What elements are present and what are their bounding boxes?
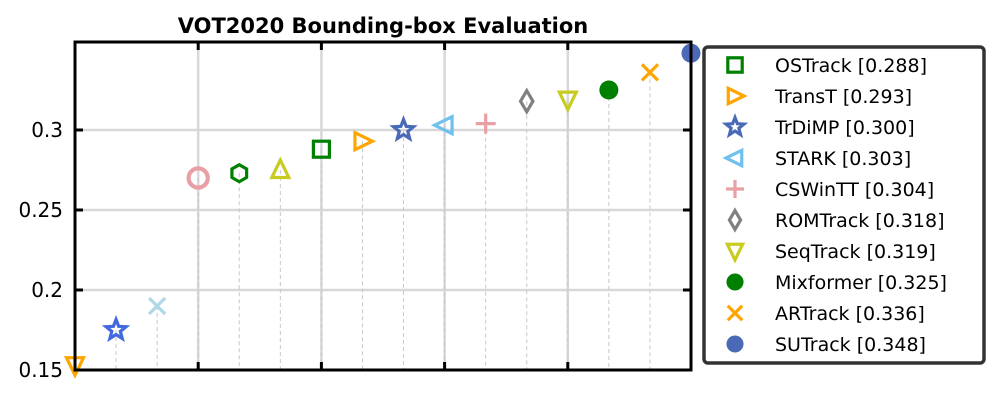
legend-marker-ostrack bbox=[726, 56, 744, 74]
chart-title: VOT2020 Bounding-box Evaluation bbox=[178, 14, 589, 38]
legend-marker-romtrack bbox=[727, 207, 743, 233]
legend-marker-sutrack bbox=[726, 335, 744, 353]
point-unlabeled bbox=[186, 166, 210, 190]
point-unlabeled bbox=[101, 315, 131, 343]
grid-layer bbox=[75, 42, 691, 372]
point-unlabeled bbox=[269, 156, 292, 180]
legend-marker-stark bbox=[722, 147, 744, 169]
point-seqtrack bbox=[556, 90, 579, 114]
y-tick-label: 0.15 bbox=[18, 358, 63, 382]
point-artrack bbox=[640, 63, 660, 82]
point-trdimp bbox=[389, 115, 418, 143]
legend-marker-cswintt bbox=[726, 180, 744, 198]
legend-label: ARTrack [0.336] bbox=[775, 303, 925, 325]
legend-marker-mixformer bbox=[726, 273, 744, 291]
point-romtrack bbox=[518, 87, 535, 115]
legend-label: TrDiMP [0.300] bbox=[774, 117, 915, 139]
legend-label: SUTrack [0.348] bbox=[775, 334, 926, 356]
dropline-layer bbox=[74, 53, 692, 370]
point-unlabeled bbox=[148, 296, 167, 316]
legend-marker-seqtrack bbox=[724, 242, 746, 264]
legend-label: STARK [0.303] bbox=[775, 148, 911, 170]
point-unlabeled bbox=[230, 162, 249, 184]
legend-label: Mixformer [0.325] bbox=[775, 272, 947, 294]
plot-frame bbox=[73, 40, 693, 372]
y-tick-label: 0.2 bbox=[31, 278, 63, 302]
y-tick-label: 0.25 bbox=[18, 198, 63, 222]
legend-box bbox=[702, 45, 986, 365]
point-transt bbox=[353, 130, 377, 153]
legend-label: CSWinTT [0.304] bbox=[775, 179, 934, 201]
point-stark bbox=[430, 114, 454, 137]
legend-label: OSTrack [0.288] bbox=[775, 55, 927, 77]
legend-marker-artrack bbox=[726, 304, 744, 322]
data-points bbox=[63, 43, 701, 379]
y-axis-ticks: 0.15 0.2 0.25 0.3 bbox=[18, 42, 691, 382]
point-ostrack bbox=[311, 139, 331, 159]
legend-label: ROMTrack [0.318] bbox=[775, 210, 945, 232]
legend-label: SeqTrack [0.319] bbox=[775, 241, 936, 263]
legend-marker-trdimp bbox=[721, 113, 749, 139]
legend-label: TransT [0.293] bbox=[774, 86, 912, 108]
point-cswintt bbox=[475, 113, 496, 134]
legend: OSTrack [0.288] TransT [0.293] TrDiMP [0.3… bbox=[702, 45, 986, 365]
y-tick-label: 0.3 bbox=[31, 118, 63, 142]
legend-marker-transt bbox=[726, 85, 748, 107]
point-mixformer bbox=[599, 80, 619, 100]
